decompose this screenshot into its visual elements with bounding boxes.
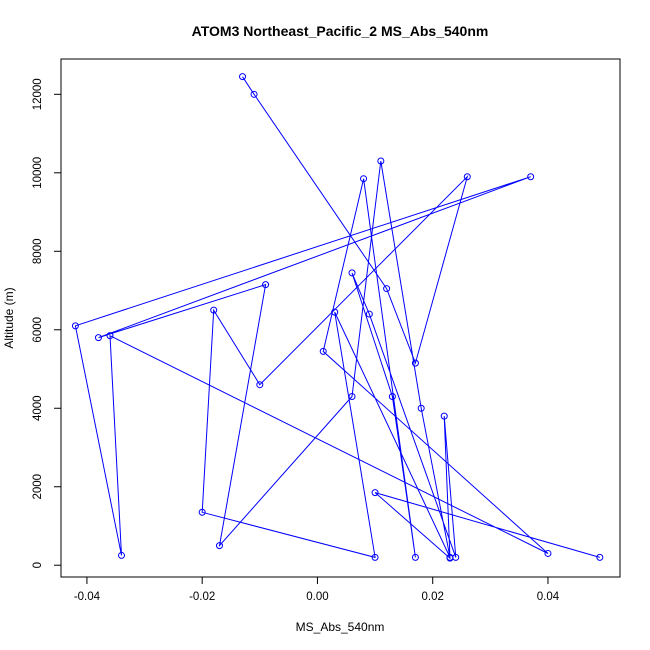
data-point	[411, 553, 419, 561]
data-point	[118, 551, 126, 559]
data-point	[383, 285, 391, 293]
data-point	[365, 310, 373, 318]
data-point	[71, 322, 79, 330]
x-axis-label: MS_Abs_540nm	[296, 620, 385, 634]
y-tick-label: 4000	[32, 395, 44, 421]
chart-title: ATOM3 Northeast_Pacific_2 MS_Abs_540nm	[192, 23, 489, 39]
data-point	[463, 173, 471, 181]
y-tick-label: 2000	[32, 474, 44, 500]
data-point	[440, 412, 448, 420]
data-point	[319, 347, 327, 355]
x-tick-label: 0.04	[537, 591, 560, 603]
data-point	[331, 308, 339, 316]
plot-area-frame	[60, 58, 621, 578]
data-point	[348, 392, 356, 400]
x-tick-label: 0.00	[306, 591, 328, 603]
x-tick-label: -0.02	[189, 591, 215, 603]
data-point	[262, 281, 270, 289]
data-point	[371, 489, 379, 497]
data-point	[411, 359, 419, 367]
data-point	[527, 173, 535, 181]
x-tick-label: -0.04	[74, 591, 101, 603]
x-tick-label: 0.02	[422, 591, 444, 603]
data-point	[371, 553, 379, 561]
data-point	[348, 269, 356, 277]
series-line	[74, 76, 600, 560]
data-point	[544, 549, 552, 557]
data-point	[210, 306, 218, 314]
y-tick-label: 12000	[32, 78, 44, 110]
data-point	[360, 175, 368, 183]
data-point	[377, 157, 385, 165]
data-point	[239, 73, 247, 81]
data-point	[256, 381, 264, 389]
y-axis-label: Altitude (m)	[2, 287, 16, 348]
x-axis: -0.04 -0.02 0.00 0.02 0.04	[74, 576, 560, 603]
y-tick-label: 8000	[32, 238, 44, 264]
data-point	[198, 508, 206, 516]
y-tick-label: 0	[32, 562, 44, 568]
data-point	[446, 554, 454, 562]
data-point	[94, 334, 102, 342]
y-tick-label: 10000	[32, 157, 44, 189]
y-tick-label: 6000	[32, 317, 44, 343]
data-point	[215, 542, 223, 550]
data-point	[250, 90, 258, 98]
data-point	[388, 392, 396, 400]
data-point	[106, 332, 114, 340]
data-series	[71, 73, 604, 562]
y-axis: 0 2000 4000 6000 8000 10000 12000	[32, 78, 62, 568]
data-point	[596, 553, 604, 561]
data-point	[417, 404, 425, 412]
